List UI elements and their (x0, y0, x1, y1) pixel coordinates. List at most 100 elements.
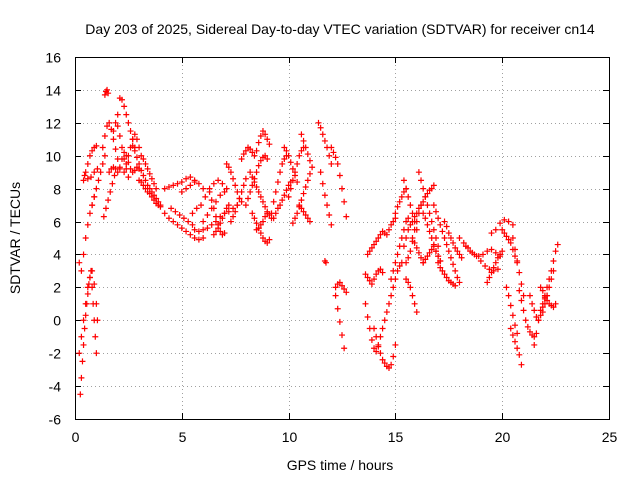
data-point (114, 111, 121, 118)
data-point (208, 221, 215, 228)
data-point (172, 208, 179, 215)
data-point (289, 220, 296, 227)
data-point (497, 251, 504, 258)
data-point (232, 182, 239, 189)
data-point (247, 188, 254, 195)
series-t29 (242, 152, 271, 209)
data-point (422, 215, 429, 222)
y-tick-labels: -6 -4 -2 0 2 4 6 8 10 12 14 16 (45, 50, 61, 428)
data-point (125, 152, 132, 159)
data-point (81, 172, 88, 179)
data-point (106, 169, 113, 176)
data-point (486, 274, 493, 281)
y-tick-label: 16 (45, 50, 61, 66)
data-point (526, 292, 533, 299)
series-t2 (76, 267, 101, 357)
data-point (105, 90, 112, 97)
series-t62 (435, 259, 459, 289)
series-t17 (161, 174, 198, 192)
series-t67 (488, 216, 516, 237)
data-point (552, 300, 559, 307)
data-point (420, 198, 427, 205)
series-t6 (89, 152, 108, 209)
data-point (230, 175, 237, 182)
data-point (178, 188, 185, 195)
data-point (400, 188, 407, 195)
data-point (428, 185, 435, 192)
data-point (424, 221, 431, 228)
data-point (80, 177, 87, 184)
data-point (104, 86, 111, 93)
data-point (259, 235, 266, 241)
data-point (148, 175, 155, 182)
series-t3 (76, 193, 98, 274)
data-point (212, 213, 219, 220)
data-point (362, 271, 369, 278)
data-point (435, 259, 442, 266)
data-point (319, 180, 326, 187)
data-point (91, 193, 98, 200)
data-point (114, 169, 121, 176)
data-point (300, 190, 307, 197)
data-point (407, 221, 414, 228)
data-point (294, 210, 301, 217)
data-point (306, 170, 313, 177)
data-point (157, 203, 164, 210)
data-point (253, 169, 260, 176)
series-t28 (238, 128, 273, 163)
data-point (428, 218, 435, 225)
data-point (424, 253, 431, 260)
data-point (262, 213, 269, 220)
data-point (165, 215, 172, 222)
data-point (400, 243, 407, 250)
data-point (371, 345, 378, 352)
data-point (251, 152, 258, 159)
data-point (136, 160, 143, 167)
series-t44 (332, 279, 350, 296)
data-point (227, 169, 234, 176)
data-point (432, 248, 439, 255)
data-point (400, 177, 407, 184)
data-point (499, 248, 506, 255)
data-point (105, 197, 112, 204)
data-point (531, 341, 538, 348)
data-point (191, 235, 198, 241)
series-t63 (441, 218, 465, 261)
data-point (304, 151, 311, 158)
data-point (488, 230, 495, 237)
data-point (114, 123, 121, 130)
data-point (475, 253, 482, 260)
data-point (129, 142, 136, 149)
series-t47 (362, 266, 386, 288)
data-point (339, 332, 345, 339)
data-point (195, 180, 202, 187)
data-point (212, 198, 219, 205)
series-t18 (178, 179, 207, 195)
data-point (332, 154, 339, 161)
data-point (91, 169, 98, 176)
data-point (84, 290, 91, 297)
data-point (101, 152, 108, 159)
series-t55 (403, 276, 420, 316)
data-point (219, 180, 226, 187)
data-point (420, 210, 427, 217)
data-point (501, 216, 508, 223)
data-point (392, 341, 399, 348)
data-point (368, 337, 375, 344)
data-point (131, 167, 138, 174)
data-point (225, 202, 232, 209)
data-point (142, 177, 149, 184)
data-point (403, 259, 410, 266)
data-point (411, 226, 418, 233)
data-point (381, 317, 388, 324)
y-tick-label: -4 (49, 379, 62, 395)
data-point (306, 157, 313, 164)
data-point (238, 198, 245, 205)
data-point (266, 141, 273, 148)
series-t65 (462, 243, 504, 260)
data-point (287, 185, 294, 192)
data-point (101, 91, 108, 98)
data-point (289, 165, 296, 172)
data-point (178, 225, 185, 232)
data-point (168, 205, 175, 212)
